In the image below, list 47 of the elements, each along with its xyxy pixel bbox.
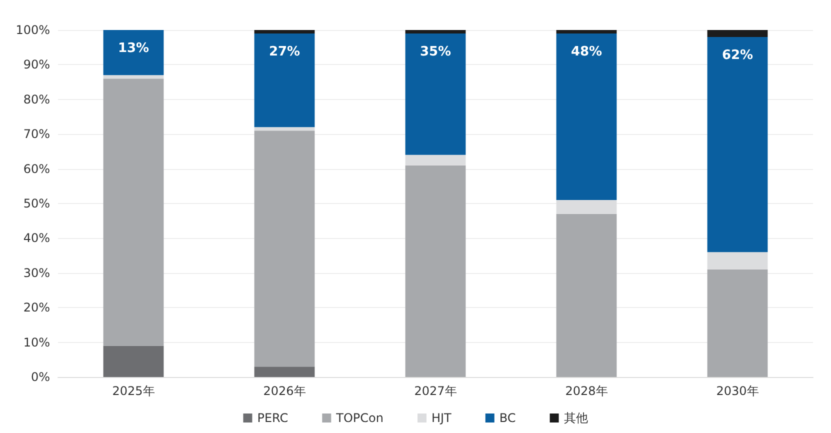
y-tick-label: 30% [23, 266, 50, 280]
y-tick-label: 50% [23, 196, 50, 210]
data-label: 27% [268, 44, 300, 60]
bar [405, 30, 466, 34]
bar [254, 33, 315, 128]
y-tick-label: 90% [23, 58, 50, 72]
legend-label: 其他 [564, 411, 588, 425]
y-tick-label: 0% [30, 370, 50, 384]
bar [707, 269, 768, 377]
bar [254, 30, 315, 34]
x-tick-label: 2028年 [565, 384, 608, 398]
bar [556, 214, 617, 377]
x-tick-label: 2026年 [263, 384, 306, 398]
bar [556, 200, 617, 214]
data-label: 13% [118, 41, 150, 56]
bar [254, 127, 315, 131]
bar [707, 30, 768, 37]
bar [254, 130, 315, 367]
y-tick-label: 80% [23, 92, 50, 106]
legend-label: TOPCon [335, 411, 384, 425]
bar [254, 366, 315, 377]
y-tick-label: 70% [23, 127, 50, 142]
bar [103, 30, 164, 76]
bar [405, 154, 466, 166]
bar [707, 36, 768, 252]
y-tick-label: 20% [23, 300, 50, 315]
bar [556, 33, 617, 200]
legend-label: BC [499, 411, 516, 425]
x-tick-label: 2027年 [414, 384, 457, 398]
data-label: 62% [722, 48, 754, 63]
y-tick-label: 60% [23, 162, 50, 176]
x-tick-label: 2030年 [716, 384, 759, 398]
y-tick-label: 40% [23, 231, 50, 246]
bar [556, 30, 617, 34]
bar [103, 78, 164, 346]
legend-label: PERC [257, 411, 288, 425]
bar [103, 75, 164, 79]
bar [405, 33, 466, 155]
x-tick-label: 2025年 [112, 384, 155, 398]
legend-label: HJT [431, 411, 452, 425]
bar [103, 346, 164, 377]
bar [707, 252, 768, 270]
y-tick-label: 10% [23, 335, 50, 350]
bar [405, 165, 466, 377]
data-label: 35% [420, 44, 452, 60]
y-tick-label: 100% [16, 23, 50, 37]
data-label: 48% [570, 44, 602, 60]
